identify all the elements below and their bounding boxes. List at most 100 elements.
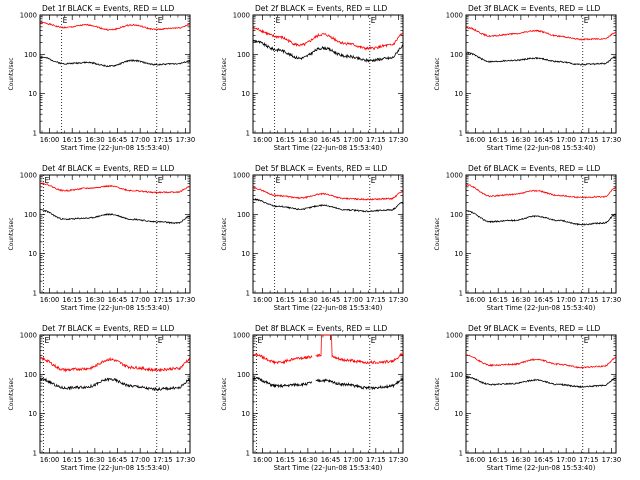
series-line-lld bbox=[252, 26, 404, 51]
y-axis-label: Counts/sec bbox=[221, 377, 228, 410]
x-tick-label: 16:00 bbox=[253, 456, 273, 464]
x-tick-label: 17:15 bbox=[579, 296, 599, 304]
x-tick-label: 16:45 bbox=[108, 296, 128, 304]
x-axis-label: Start Time (22-Jun-08 15:53:40) bbox=[274, 304, 383, 312]
x-tick-label: 17:30 bbox=[176, 456, 196, 464]
marker-label: E bbox=[158, 16, 163, 25]
marker-label: E bbox=[158, 176, 163, 185]
panel-title: Det 7f BLACK = Events, RED = LLD bbox=[42, 324, 175, 333]
x-tick-label: 17:15 bbox=[579, 136, 599, 144]
plot-frame bbox=[252, 14, 404, 134]
x-tick-label: 16:00 bbox=[466, 296, 486, 304]
x-tick-label: 17:30 bbox=[176, 296, 196, 304]
plot-frame bbox=[252, 334, 404, 454]
x-tick-label: 16:30 bbox=[85, 136, 105, 144]
y-axis-label: Counts/sec bbox=[221, 217, 228, 250]
y-tick-label: 1 bbox=[459, 450, 463, 458]
y-tick-label: 1000 bbox=[446, 12, 463, 20]
marker-label: E bbox=[584, 336, 589, 345]
series-line-events bbox=[252, 376, 404, 391]
panel-title: Det 3f BLACK = Events, RED = LLD bbox=[468, 4, 601, 13]
series-line-events bbox=[253, 197, 404, 213]
x-tick-label: 16:45 bbox=[534, 456, 554, 464]
y-tick-label: 1 bbox=[246, 450, 250, 458]
x-tick-label: 16:30 bbox=[85, 296, 105, 304]
x-tick-label: 17:00 bbox=[556, 136, 576, 144]
series-line-events bbox=[466, 51, 617, 66]
panel-title: Det 9f BLACK = Events, RED = LLD bbox=[468, 324, 601, 333]
x-tick-label: 16:15 bbox=[275, 296, 295, 304]
panel-7: Det 7f BLACK = Events, RED = LLD 1 10 100 10… bbox=[8, 324, 195, 472]
y-tick-label: 100 bbox=[24, 211, 37, 219]
series-line-lld bbox=[465, 183, 617, 199]
marker-label: E bbox=[45, 176, 50, 185]
y-tick-label: 100 bbox=[450, 211, 463, 219]
marker-label: E bbox=[276, 176, 281, 185]
y-axis-label: Counts/sec bbox=[8, 217, 15, 250]
marker-label: E bbox=[584, 176, 589, 185]
panel-title: Det 1f BLACK = Events, RED = LLD bbox=[42, 4, 175, 13]
y-tick-label: 10 bbox=[28, 90, 37, 98]
marker-label: E bbox=[276, 16, 281, 25]
x-tick-label: 16:45 bbox=[321, 456, 341, 464]
panel-title: Det 8f BLACK = Events, RED = LLD bbox=[255, 324, 388, 333]
y-tick-label: 10 bbox=[28, 250, 37, 258]
y-axis-label: Counts/sec bbox=[8, 57, 15, 90]
panel-2: Det 2f BLACK = Events, RED = LLD 1 10 100 10… bbox=[221, 4, 408, 152]
x-tick-label: 16:30 bbox=[85, 456, 105, 464]
x-tick-label: 17:00 bbox=[556, 296, 576, 304]
x-tick-label: 16:00 bbox=[466, 456, 486, 464]
series-line-lld bbox=[40, 182, 191, 194]
x-tick-label: 17:15 bbox=[153, 136, 173, 144]
panel-title: Det 4f BLACK = Events, RED = LLD bbox=[42, 164, 175, 173]
panel-title: Det 5f BLACK = Events, RED = LLD bbox=[255, 164, 388, 173]
y-tick-label: 1000 bbox=[446, 332, 463, 340]
series-line-lld bbox=[465, 354, 617, 369]
plot-frame bbox=[465, 14, 617, 134]
y-tick-label: 1 bbox=[33, 130, 37, 138]
series-line-events bbox=[40, 208, 191, 225]
series-line-events bbox=[40, 56, 191, 68]
x-tick-label: 17:00 bbox=[130, 296, 150, 304]
x-tick-label: 17:15 bbox=[366, 456, 386, 464]
plot-frame bbox=[39, 174, 191, 294]
y-tick-label: 1 bbox=[33, 290, 37, 298]
x-tick-label: 16:00 bbox=[253, 136, 273, 144]
series-line-lld bbox=[253, 334, 404, 365]
x-tick-label: 16:45 bbox=[534, 296, 554, 304]
y-axis-label: Counts/sec bbox=[434, 377, 441, 410]
y-tick-label: 10 bbox=[241, 90, 250, 98]
x-tick-label: 16:15 bbox=[275, 136, 295, 144]
y-tick-label: 10 bbox=[241, 410, 250, 418]
x-axis-label: Start Time (22-Jun-08 15:53:40) bbox=[61, 464, 170, 472]
x-tick-label: 16:30 bbox=[511, 456, 531, 464]
x-tick-label: 17:15 bbox=[153, 296, 173, 304]
x-tick-label: 17:30 bbox=[389, 136, 409, 144]
series-line-events bbox=[466, 210, 617, 226]
x-tick-label: 16:00 bbox=[40, 456, 60, 464]
y-tick-label: 100 bbox=[450, 371, 463, 379]
y-tick-label: 1000 bbox=[233, 172, 250, 180]
y-tick-label: 10 bbox=[454, 90, 463, 98]
x-tick-label: 16:00 bbox=[40, 296, 60, 304]
panel-6: Det 6f BLACK = Events, RED = LLD 1 10 100 10… bbox=[434, 164, 621, 312]
plot-frame bbox=[465, 174, 617, 294]
x-tick-label: 17:15 bbox=[366, 136, 386, 144]
marker-label: E bbox=[45, 336, 50, 345]
y-tick-label: 1 bbox=[246, 130, 250, 138]
marker-label: E bbox=[258, 336, 263, 345]
plot-frame bbox=[39, 334, 191, 454]
y-tick-label: 10 bbox=[28, 410, 37, 418]
x-tick-label: 16:15 bbox=[62, 136, 82, 144]
series-line-lld bbox=[40, 356, 191, 373]
panel-5: Det 5f BLACK = Events, RED = LLD 1 10 100 10… bbox=[221, 164, 408, 312]
x-tick-label: 17:30 bbox=[389, 296, 409, 304]
series-line-events bbox=[465, 376, 616, 389]
panel-8: Det 8f BLACK = Events, RED = LLD 1 10 100 10… bbox=[221, 324, 408, 472]
x-tick-label: 17:30 bbox=[602, 456, 622, 464]
x-axis-label: Start Time (22-Jun-08 15:53:40) bbox=[487, 144, 596, 152]
x-tick-label: 17:30 bbox=[602, 296, 622, 304]
y-tick-label: 1000 bbox=[20, 172, 37, 180]
panel-title: Det 6f BLACK = Events, RED = LLD bbox=[468, 164, 601, 173]
plot-frame bbox=[465, 334, 617, 454]
